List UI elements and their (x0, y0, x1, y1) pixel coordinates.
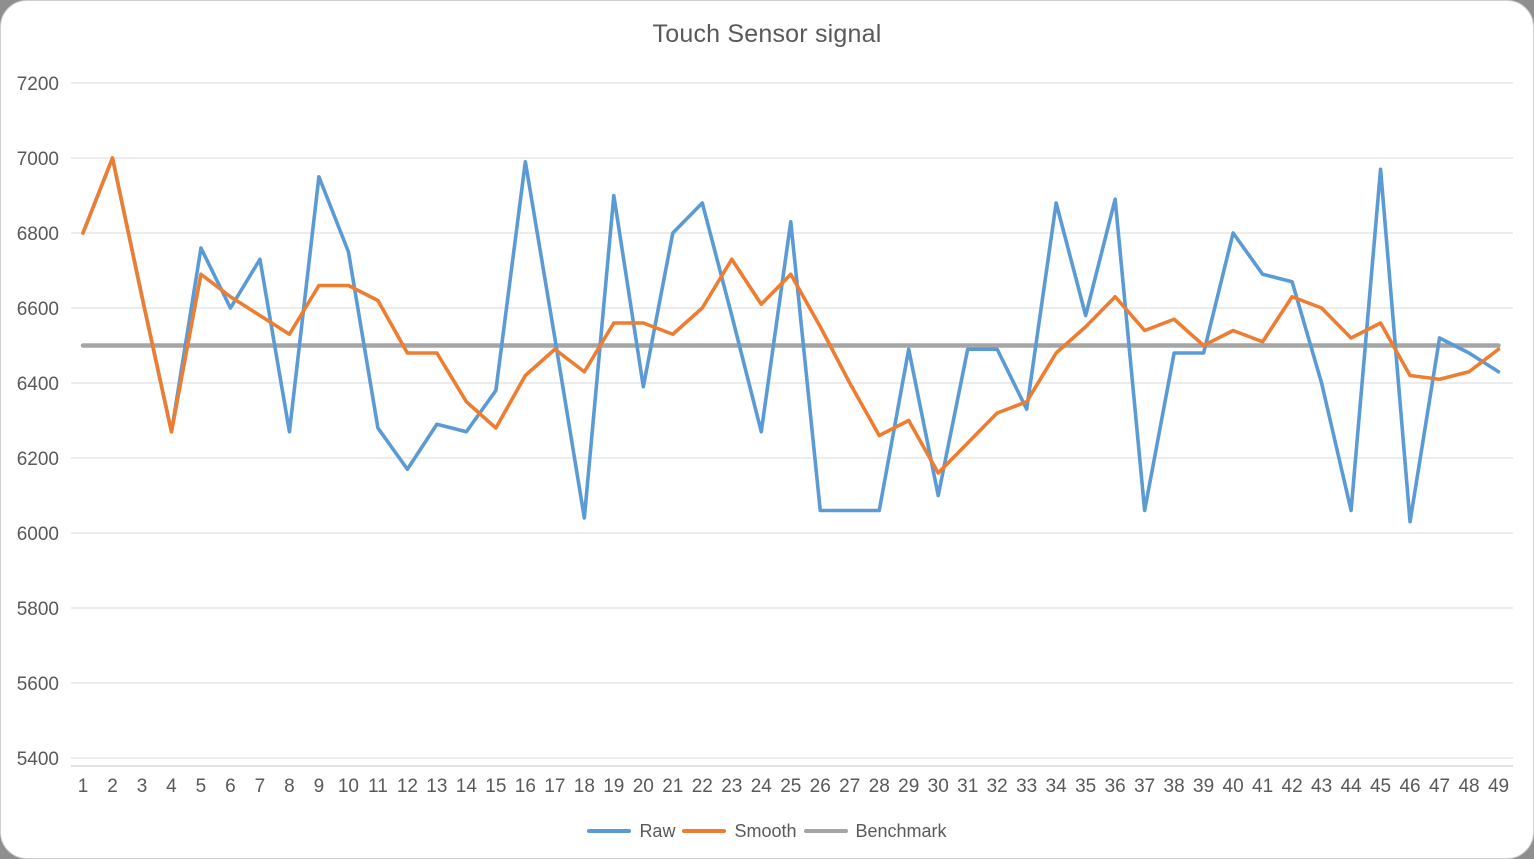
y-tick-label: 5600 (17, 674, 59, 695)
x-tick-label: 24 (751, 776, 773, 797)
x-tick-label: 44 (1340, 776, 1362, 797)
x-tick-label: 4 (166, 776, 177, 797)
x-tick-label: 28 (869, 776, 890, 797)
x-tick-label: 19 (603, 776, 624, 797)
y-tick-label: 7200 (17, 74, 59, 95)
x-axis-labels: 1 2 3 4 5 6 7 8 9 10 11 12 13 14 15 16 17 18 19 20 21 22 23 24 2… (78, 776, 1509, 797)
x-tick-label: 2 (107, 776, 118, 797)
x-tick-label: 29 (898, 776, 919, 797)
x-tick-label: 5 (196, 776, 207, 797)
x-tick-label: 36 (1105, 776, 1126, 797)
y-tick-label: 5800 (17, 599, 59, 620)
raw-line-swatch (587, 828, 632, 834)
chart-title: Touch Sensor signal (652, 20, 882, 48)
x-tick-label: 39 (1193, 776, 1214, 797)
x-tick-label: 41 (1252, 776, 1273, 797)
x-tick-label: 16 (515, 776, 536, 797)
x-tick-label: 25 (780, 776, 801, 797)
x-tick-label: 49 (1488, 776, 1509, 797)
x-tick-label: 20 (633, 776, 654, 797)
x-tick-label: 45 (1370, 776, 1391, 797)
x-tick-label: 14 (456, 776, 478, 797)
x-tick-label: 9 (314, 776, 325, 797)
y-tick-label: 6200 (17, 449, 59, 470)
x-tick-label: 33 (1016, 776, 1037, 797)
x-tick-label: 1 (78, 776, 89, 797)
y-tick-label: 6000 (17, 524, 59, 545)
x-tick-label: 17 (544, 776, 565, 797)
x-tick-label: 13 (426, 776, 447, 797)
legend-label-raw: Raw (639, 820, 676, 841)
legend-label-benchmark: Benchmark (855, 820, 947, 841)
x-tick-label: 15 (485, 776, 506, 797)
legend-item-smooth: Smooth (682, 820, 797, 842)
x-tick-label: 42 (1282, 776, 1303, 797)
y-tick-label: 6400 (17, 374, 59, 395)
x-tick-label: 23 (721, 776, 742, 797)
benchmark-line-swatch (803, 828, 848, 834)
x-tick-label: 40 (1223, 776, 1244, 797)
x-tick-label: 6 (225, 776, 236, 797)
smooth-line (81, 156, 1501, 475)
x-tick-label: 38 (1164, 776, 1185, 797)
y-tick-label: 5400 (17, 749, 59, 770)
y-tick-label: 7000 (17, 149, 59, 170)
legend: Raw Smooth Benchmark (1, 818, 1533, 844)
x-tick-label: 30 (928, 776, 949, 797)
x-tick-label: 11 (368, 776, 388, 797)
x-tick-label: 37 (1134, 776, 1155, 797)
x-tick-label: 43 (1311, 776, 1332, 797)
x-tick-label: 12 (397, 776, 418, 797)
x-tick-label: 21 (662, 776, 683, 797)
legend-item-benchmark: Benchmark (803, 820, 947, 842)
x-tick-label: 46 (1399, 776, 1420, 797)
x-tick-label: 22 (692, 776, 713, 797)
raw-line (81, 156, 1501, 524)
x-tick-label: 7 (255, 776, 266, 797)
y-tick-label: 6800 (17, 224, 59, 245)
x-tick-label: 10 (338, 776, 359, 797)
x-tick-label: 27 (839, 776, 860, 797)
legend-label-smooth: Smooth (734, 820, 797, 841)
x-tick-label: 8 (284, 776, 295, 797)
x-tick-label: 35 (1075, 776, 1096, 797)
legend-item-raw: Raw (587, 821, 675, 842)
x-tick-label: 26 (810, 776, 831, 797)
y-tick-label: 6600 (17, 299, 59, 320)
x-tick-label: 3 (137, 776, 148, 797)
x-tick-label: 34 (1046, 776, 1068, 797)
smooth-line-swatch (682, 828, 727, 834)
x-tick-label: 47 (1429, 776, 1450, 797)
y-axis-labels: 5400 5600 5800 6000 6200 6400 6600 6800 7000 7200 (17, 74, 59, 770)
x-tick-label: 48 (1458, 776, 1479, 797)
x-tick-label: 31 (957, 776, 978, 797)
x-tick-label: 18 (574, 776, 595, 797)
x-tick-label: 32 (987, 776, 1008, 797)
